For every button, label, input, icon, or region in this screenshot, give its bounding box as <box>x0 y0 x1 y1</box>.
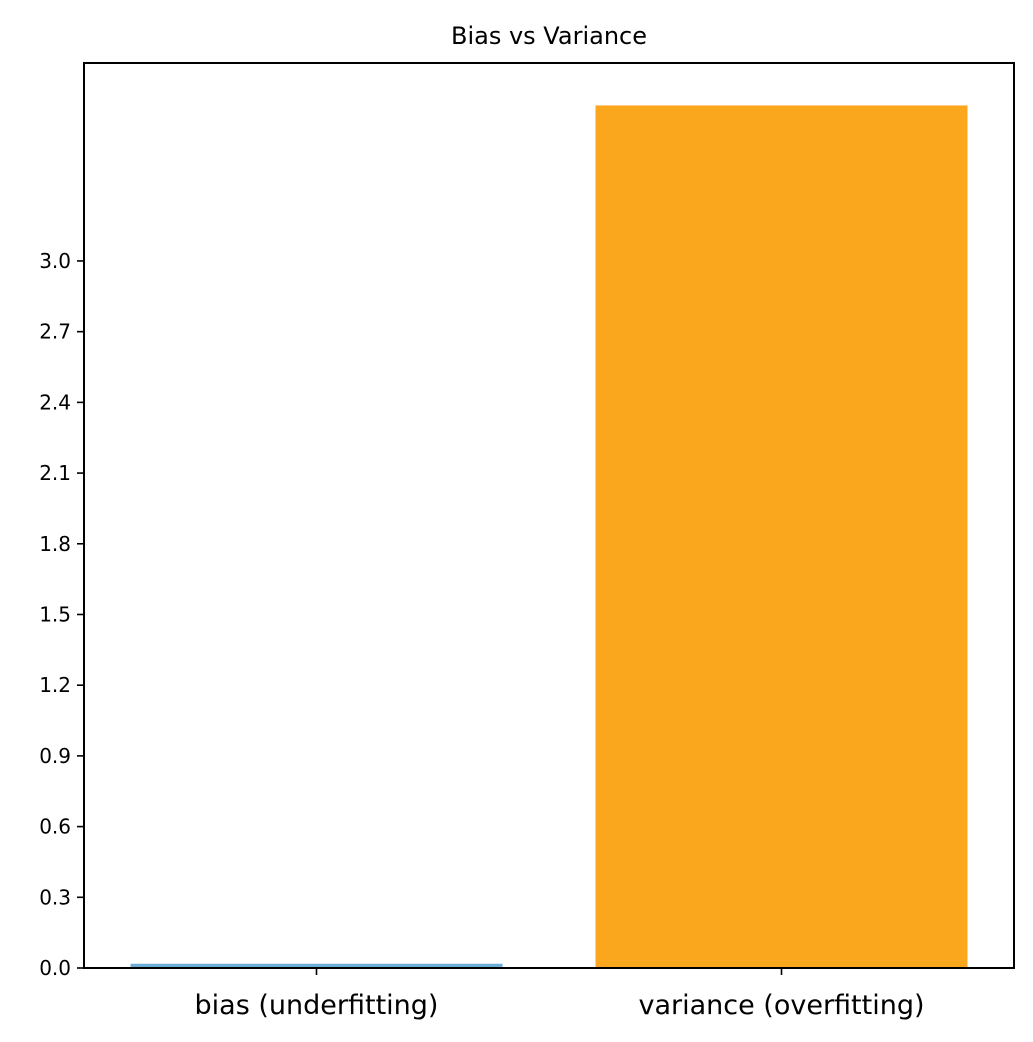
y-axis-ticks: 0.0 0.3 0.6 0.9 1.2 1.5 1.8 2.1 2.4 2.7 3.0 <box>39 249 84 980</box>
x-tick-label-1: variance (overfitting) <box>638 990 924 1021</box>
y-tick-label-2: 0.6 <box>39 815 71 839</box>
y-tick-label-4: 1.2 <box>39 673 71 697</box>
y-tick-label-8: 2.4 <box>39 390 71 414</box>
y-tick-label-9: 2.7 <box>39 320 71 344</box>
bars-group <box>130 105 968 968</box>
y-tick-label-10: 3.0 <box>39 249 71 273</box>
axes-frame <box>83 62 1015 969</box>
y-tick-label-3: 0.9 <box>39 744 71 768</box>
y-tick-label-5: 1.5 <box>39 602 71 626</box>
y-tick-label-6: 1.8 <box>39 532 71 556</box>
chart-title: Bias vs Variance <box>451 22 647 50</box>
bar-1 <box>595 105 968 968</box>
y-tick-label-0: 0.0 <box>39 956 71 980</box>
bar-0 <box>130 963 503 968</box>
x-axis-ticks: bias (underfitting) variance (overfitting… <box>195 968 925 1021</box>
y-tick-label-1: 0.3 <box>39 885 71 909</box>
x-tick-label-0: bias (underfitting) <box>195 990 439 1021</box>
y-tick-label-7: 2.1 <box>39 461 71 485</box>
